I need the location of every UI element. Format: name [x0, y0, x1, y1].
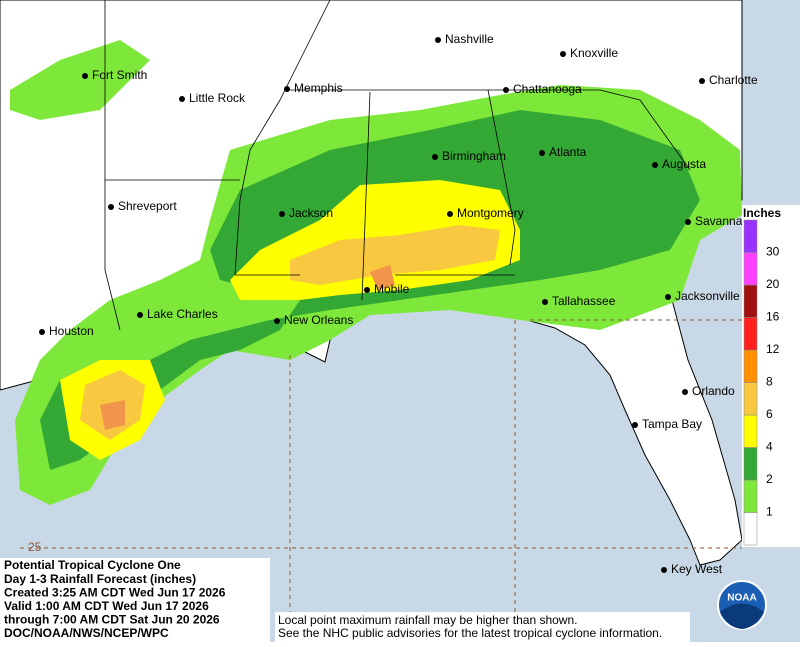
city-label: Charlotte [709, 73, 758, 87]
city-dot [560, 51, 566, 57]
city-label: Orlando [692, 384, 735, 398]
state-borders [104, 0, 691, 331]
logo-text: NOAA [727, 593, 756, 604]
city-dot [364, 287, 370, 293]
city-dot [82, 73, 88, 79]
city-label: Chattanooga [513, 82, 582, 96]
city-dot [435, 37, 441, 43]
legend-tick-label: 16 [766, 310, 780, 324]
rain-1-2 [10, 40, 150, 120]
city-dot [632, 422, 638, 428]
city-dot [665, 294, 671, 300]
legend-band [743, 414, 758, 448]
border [234, 0, 331, 276]
city-label: Fort Smith [92, 68, 147, 82]
city-dot [682, 389, 688, 395]
city-dot [652, 162, 658, 168]
legend-tick-label: 1 [766, 505, 773, 519]
city-label: Mobile [374, 282, 410, 296]
legend-tick-label: 6 [766, 407, 773, 421]
city-dot [137, 312, 143, 318]
border [104, 0, 121, 331]
border [361, 91, 371, 301]
city-dot [447, 211, 453, 217]
legend-band [743, 349, 758, 383]
city-label: Lake Charles [147, 307, 218, 321]
city-dot [108, 204, 114, 210]
note-line: See the NHC public advisories for the la… [278, 626, 662, 640]
legend-band [743, 479, 758, 513]
city-dot [432, 154, 438, 160]
city-label: Jacksonville [675, 289, 740, 303]
legend-band [743, 252, 758, 286]
border [487, 89, 516, 266]
legend-tick-label: 30 [766, 245, 780, 259]
rain-8-12 [370, 265, 395, 290]
legend-tick-label: 20 [766, 277, 780, 291]
city-label: Nashville [445, 32, 494, 46]
legend-band [743, 284, 758, 318]
city-label: Key West [671, 562, 723, 576]
logo-wave [720, 603, 764, 629]
city-dot [39, 329, 45, 335]
city-label: Montgomery [457, 206, 524, 220]
city-label: Tampa Bay [642, 417, 702, 431]
legend-tick-label: 2 [766, 472, 773, 486]
legend-tick-label: 12 [766, 342, 780, 356]
cities: Nashville Knoxville Fort Smith Little Rock M… [39, 32, 758, 576]
city-label: Houston [49, 324, 94, 338]
city-dot [685, 219, 691, 225]
legend-tick-label: 4 [766, 440, 773, 454]
city-dot [661, 567, 667, 573]
city-label: Jackson [289, 206, 333, 220]
city-dot [284, 86, 290, 92]
city-label: Little Rock [189, 91, 246, 105]
info-line: through 7:00 AM CDT Sat Jun 20 2026 [4, 613, 220, 627]
rain-8-12 [100, 400, 125, 430]
city-label: Atlanta [549, 145, 587, 159]
city-label: Savannah [695, 214, 749, 228]
city-dot [179, 96, 185, 102]
notes: Local point maximum rainfall may be high… [278, 613, 662, 640]
city-label: Tallahassee [552, 294, 616, 308]
info-line: Potential Tropical Cyclone One [4, 558, 181, 572]
city-label: Knoxville [570, 46, 618, 60]
info-line: Day 1-3 Rainfall Forecast (inches) [4, 572, 196, 586]
city-label: New Orleans [284, 313, 353, 327]
city-label: Shreveport [118, 199, 177, 213]
legend-band [743, 219, 758, 253]
legend-band [743, 447, 758, 481]
border [599, 89, 691, 171]
legend-band [743, 382, 758, 416]
legend-band [743, 512, 758, 546]
noaa-logo: NOAA [717, 580, 767, 630]
info-line: Created 3:25 AM CDT Wed Jun 17 2026 [4, 585, 226, 599]
info-box [0, 558, 270, 642]
info-line: Valid 1:00 AM CDT Wed Jun 17 2026 [4, 599, 209, 613]
city-label: Birmingham [442, 149, 506, 163]
city-dot [699, 78, 705, 84]
lat-lon-grid [20, 319, 742, 642]
city-label: Augusta [662, 157, 706, 171]
city-dot [503, 87, 509, 93]
rain-6-8 [290, 225, 500, 285]
note-line: Local point maximum rainfall may be high… [278, 613, 577, 627]
city-dot [279, 211, 285, 217]
city-dot [274, 318, 280, 324]
city-dot [542, 299, 548, 305]
info-line: DOC/NOAA/NWS/NCEP/WPC [4, 626, 169, 640]
legend-tick-label: 8 [766, 375, 773, 389]
city-dot [539, 150, 545, 156]
latitude-label: 25 [28, 540, 42, 554]
legend-band [743, 317, 758, 351]
notes-box [275, 612, 690, 642]
legend-title: Inches [743, 206, 781, 220]
city-label: Memphis [294, 81, 343, 95]
